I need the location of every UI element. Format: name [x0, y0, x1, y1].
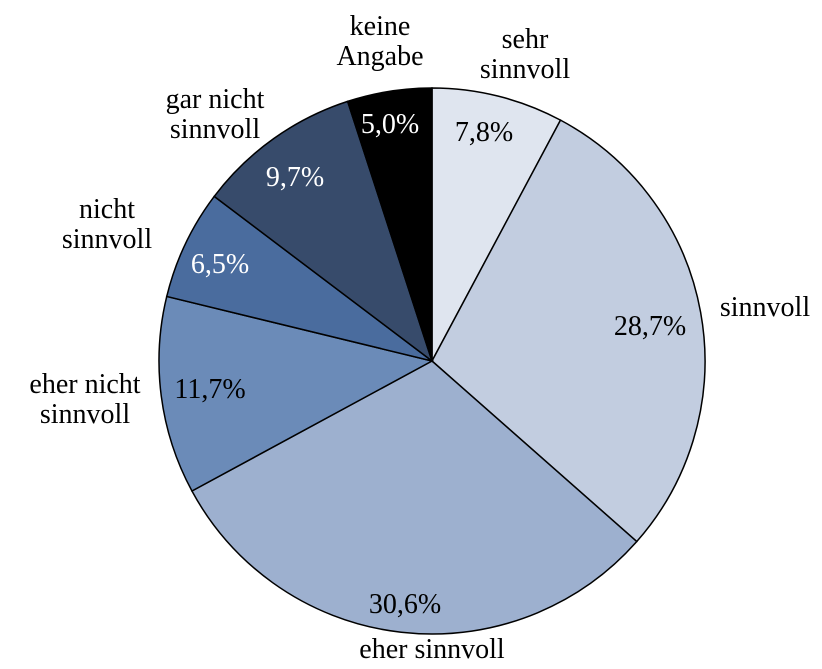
category-label: eher nicht sinnvoll	[29, 369, 141, 430]
category-label: gar nicht sinnvoll	[165, 84, 265, 145]
category-label: sehr sinnvoll	[479, 24, 571, 85]
pie-slice	[213, 100, 434, 364]
value-label: 7,8%	[454, 117, 514, 148]
value-label: 11,7%	[174, 374, 246, 405]
pie-slice	[346, 87, 433, 362]
pie-slice	[431, 119, 706, 543]
value-label: 30,6%	[368, 589, 442, 620]
value-label: 9,7%	[265, 162, 325, 193]
value-label: 28,7%	[613, 311, 687, 342]
pie-slice	[431, 87, 562, 362]
category-label: nicht sinnvoll	[61, 194, 153, 255]
value-label: 6,5%	[190, 249, 250, 280]
value-label: 5,0%	[360, 109, 420, 140]
category-label: keine Angabe	[336, 11, 424, 72]
pie-slice	[165, 195, 433, 362]
pie-slice	[190, 360, 638, 635]
category-label: eher sinnvoll	[359, 634, 505, 665]
category-label: sinnvoll	[719, 292, 811, 323]
